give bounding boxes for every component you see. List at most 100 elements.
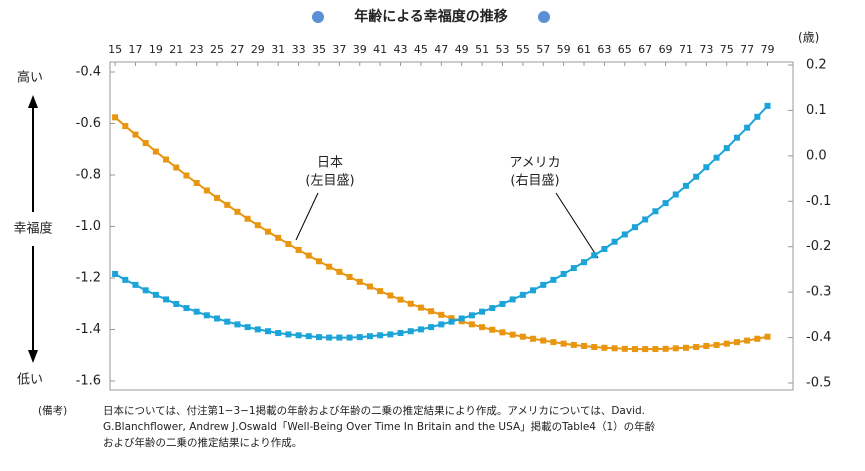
marker <box>275 330 282 337</box>
marker <box>366 333 373 340</box>
marker <box>652 208 659 215</box>
marker <box>112 270 119 277</box>
marker <box>733 134 740 141</box>
marker <box>377 332 384 339</box>
marker <box>723 340 730 347</box>
marker <box>224 201 231 208</box>
x-tick-label: 41 <box>373 43 387 56</box>
marker <box>764 102 771 109</box>
marker <box>652 346 659 353</box>
marker <box>387 331 394 338</box>
marker <box>366 283 373 290</box>
marker <box>315 258 322 265</box>
marker <box>428 324 435 331</box>
marker <box>611 238 618 245</box>
note-line: G.Blanchflower, Andrew J.Oswald「Well-Bei… <box>103 421 656 433</box>
x-tick-label: 31 <box>271 43 285 56</box>
marker <box>295 246 302 253</box>
arrow-head <box>28 95 38 108</box>
marker <box>336 334 343 341</box>
marker <box>642 216 649 223</box>
marker <box>132 281 139 288</box>
series-name: 日本 <box>317 156 343 171</box>
y2-tick-label: 0.1 <box>806 103 827 118</box>
marker <box>703 342 710 349</box>
x-tick-label: 79 <box>761 43 775 56</box>
marker <box>112 114 119 121</box>
marker <box>560 270 567 277</box>
marker <box>417 304 424 311</box>
marker <box>570 341 577 348</box>
marker <box>356 334 363 341</box>
x-tick-label: 19 <box>149 43 163 56</box>
pointer <box>555 192 599 259</box>
y2-tick-label: -0.2 <box>806 239 831 254</box>
title-dot <box>538 11 550 23</box>
marker <box>244 215 251 222</box>
marker <box>132 131 139 138</box>
series-note: (右目盛) <box>510 174 559 189</box>
marker <box>591 344 598 351</box>
x-tick-label: 21 <box>169 43 183 56</box>
marker <box>540 337 547 344</box>
x-tick-label: 51 <box>475 43 489 56</box>
marker <box>489 326 496 333</box>
x-tick-label: 15 <box>108 43 122 56</box>
marker <box>265 228 272 235</box>
notes: 日本については、付注第1−3−1掲載の年齢および年齢の二乗の推定結果により作成。… <box>103 403 843 451</box>
marker <box>682 344 689 351</box>
x-tick-label: 47 <box>434 43 448 56</box>
marker <box>744 337 751 344</box>
y2-tick-label: 0.0 <box>806 148 827 163</box>
x-tick-label: 53 <box>495 43 509 56</box>
x-tick-label: 75 <box>720 43 734 56</box>
marker <box>193 308 200 315</box>
x-tick-label: 39 <box>353 43 367 56</box>
arrow-head <box>28 350 38 363</box>
x-tick-label: 59 <box>557 43 571 56</box>
marker <box>682 182 689 189</box>
x-tick-label: 35 <box>312 43 326 56</box>
marker <box>723 145 730 152</box>
marker <box>540 281 547 288</box>
marker <box>397 330 404 337</box>
marker <box>326 334 333 341</box>
marker <box>244 324 251 331</box>
marker <box>214 194 221 201</box>
marker <box>611 345 618 352</box>
x-tick-label: 67 <box>638 43 652 56</box>
x-tick-label: 23 <box>190 43 204 56</box>
x-tick-label: 69 <box>659 43 673 56</box>
y-tick-label: -1.6 <box>76 374 101 389</box>
y2-tick-label: -0.1 <box>806 194 831 209</box>
marker <box>315 334 322 341</box>
marker <box>356 278 363 285</box>
marker <box>744 124 751 131</box>
marker <box>642 346 649 353</box>
x-tick-label: 29 <box>251 43 265 56</box>
marker <box>285 331 292 338</box>
y2-tick-label: -0.4 <box>806 330 831 345</box>
marker <box>326 263 333 270</box>
series-name: アメリカ <box>509 156 560 171</box>
marker <box>305 252 312 259</box>
marker <box>203 312 210 319</box>
marker <box>509 296 516 303</box>
x-tick-label: 43 <box>394 43 408 56</box>
marker <box>519 333 526 340</box>
marker <box>214 315 221 322</box>
y-label: 幸福度 <box>13 221 52 237</box>
note-line: および年齢の二乗の推定結果により作成。 <box>103 437 303 449</box>
marker <box>754 113 761 120</box>
marker <box>163 296 170 303</box>
marker <box>530 335 537 342</box>
marker <box>754 335 761 342</box>
marker <box>336 268 343 275</box>
x-tick-label: 65 <box>618 43 632 56</box>
y2-tick-label: 0.2 <box>806 58 827 73</box>
marker <box>407 328 414 335</box>
x-tick-label: 73 <box>699 43 713 56</box>
marker <box>468 312 475 319</box>
marker <box>387 292 394 299</box>
